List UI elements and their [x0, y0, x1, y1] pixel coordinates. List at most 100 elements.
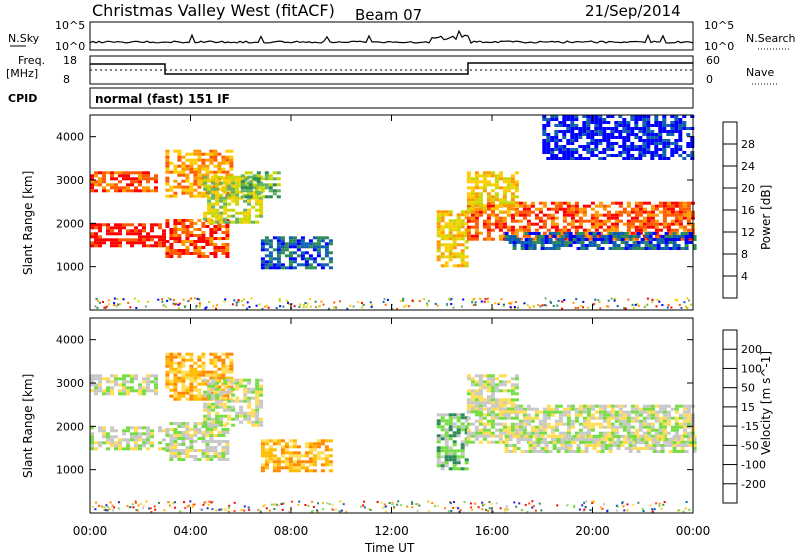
heatmap-cell [181, 249, 186, 252]
scatter-cell [359, 505, 362, 508]
heatmap-cell [197, 382, 202, 386]
scatter-cell [228, 504, 231, 507]
heatmap-cell [662, 410, 667, 414]
heatmap-cell [223, 384, 228, 388]
heatmap-cell [602, 213, 607, 217]
scatter-cell [304, 504, 307, 506]
scatter-cell [636, 303, 639, 306]
heatmap-cell [534, 410, 539, 414]
heatmap-cell [636, 438, 641, 441]
heatmap-cell [165, 446, 170, 449]
heatmap-cell [197, 249, 202, 252]
heatmap-cell [223, 178, 228, 182]
heatmap-cell [624, 441, 629, 444]
heatmap-cell [566, 413, 571, 417]
heatmap-cell [213, 149, 218, 153]
heatmap-cell [598, 121, 603, 124]
heatmap-cell [654, 133, 659, 136]
scatter-cell [174, 506, 177, 509]
heatmap-cell [662, 124, 667, 127]
heatmap-cell [478, 210, 483, 214]
scatter-cell [589, 509, 592, 512]
heatmap-cell [215, 196, 220, 200]
heatmap-cell [264, 442, 269, 446]
heatmap-cell [622, 422, 627, 426]
heatmap-cell [558, 207, 563, 211]
heatmap-cell [646, 222, 651, 226]
heatmap-cell [568, 241, 573, 244]
heatmap-cell [610, 425, 615, 429]
heatmap-cell [466, 392, 471, 396]
heatmap-cell [94, 389, 98, 393]
heatmap-cell [680, 447, 685, 450]
heatmap-cell [474, 392, 479, 396]
heatmap-cell [197, 255, 202, 258]
heatmap-cell [304, 245, 309, 249]
heatmap-cell [150, 429, 154, 433]
heatmap-cell [235, 378, 240, 382]
heatmap-cell [110, 374, 114, 378]
heatmap-cell [608, 438, 613, 441]
heatmap-cell [185, 176, 190, 180]
scatter-cell [662, 503, 665, 506]
heatmap-cell [209, 455, 214, 458]
heatmap-cell [213, 231, 218, 234]
heatmap-cell [482, 204, 487, 208]
heatmap-cell [189, 188, 194, 192]
heatmap-cell [247, 411, 252, 415]
heatmap-cell [225, 422, 230, 425]
heatmap-cell [502, 225, 507, 229]
heatmap-cell [165, 361, 170, 365]
scatter-cell [245, 307, 248, 310]
heatmap-cell [642, 431, 647, 435]
heatmap-cell [546, 157, 551, 160]
scatter-cell [532, 505, 535, 508]
heatmap-cell [654, 151, 659, 154]
heatmap-cell [312, 242, 317, 246]
heatmap-cell [158, 441, 162, 445]
heatmap-cell [98, 429, 102, 433]
heatmap-cell [217, 249, 222, 252]
heatmap-cell [600, 441, 605, 444]
heatmap-cell [682, 416, 687, 420]
heatmap-cell [620, 241, 625, 244]
heatmap-cell [618, 115, 623, 118]
heatmap-cell [225, 431, 230, 434]
heatmap-cell [618, 425, 623, 429]
scatter-cell [145, 500, 148, 503]
xtick-label: 16:00 [475, 524, 510, 538]
heatmap-cell [181, 164, 186, 168]
scatter-cell [641, 507, 644, 510]
heatmap-cell [590, 154, 595, 157]
heatmap-cell [173, 228, 178, 231]
ytick-label: 2000 [56, 217, 84, 230]
heatmap-cell [130, 386, 134, 390]
scatter-cell [184, 507, 187, 510]
heatmap-cell [596, 450, 601, 453]
scatter-cell [298, 500, 301, 503]
nsearch-tick-top: 10^5 [704, 19, 734, 32]
heatmap-cell [650, 410, 655, 414]
heatmap-cell [502, 374, 507, 378]
heatmap-cell [676, 244, 681, 247]
scatter-cell [545, 304, 548, 307]
heatmap-cell [177, 152, 182, 156]
heatmap-cell [154, 380, 158, 384]
scatter-cell [505, 504, 508, 507]
heatmap-cell [614, 210, 619, 214]
heatmap-cell [582, 228, 587, 232]
heatmap-cell [662, 139, 667, 142]
heatmap-cell [498, 171, 503, 175]
heatmap-cell [674, 431, 679, 435]
heatmap-cell [460, 243, 465, 247]
scatter-cell [169, 298, 172, 301]
heatmap-cell [173, 149, 178, 153]
heatmap-cell [444, 255, 449, 259]
scatter-cell [685, 305, 687, 308]
heatmap-cell [590, 219, 595, 223]
heatmap-cell [562, 207, 567, 211]
heatmap-cell [251, 196, 256, 200]
heatmap-cell [193, 440, 198, 443]
heatmap-cell [566, 437, 571, 441]
heatmap-cell [494, 416, 499, 420]
